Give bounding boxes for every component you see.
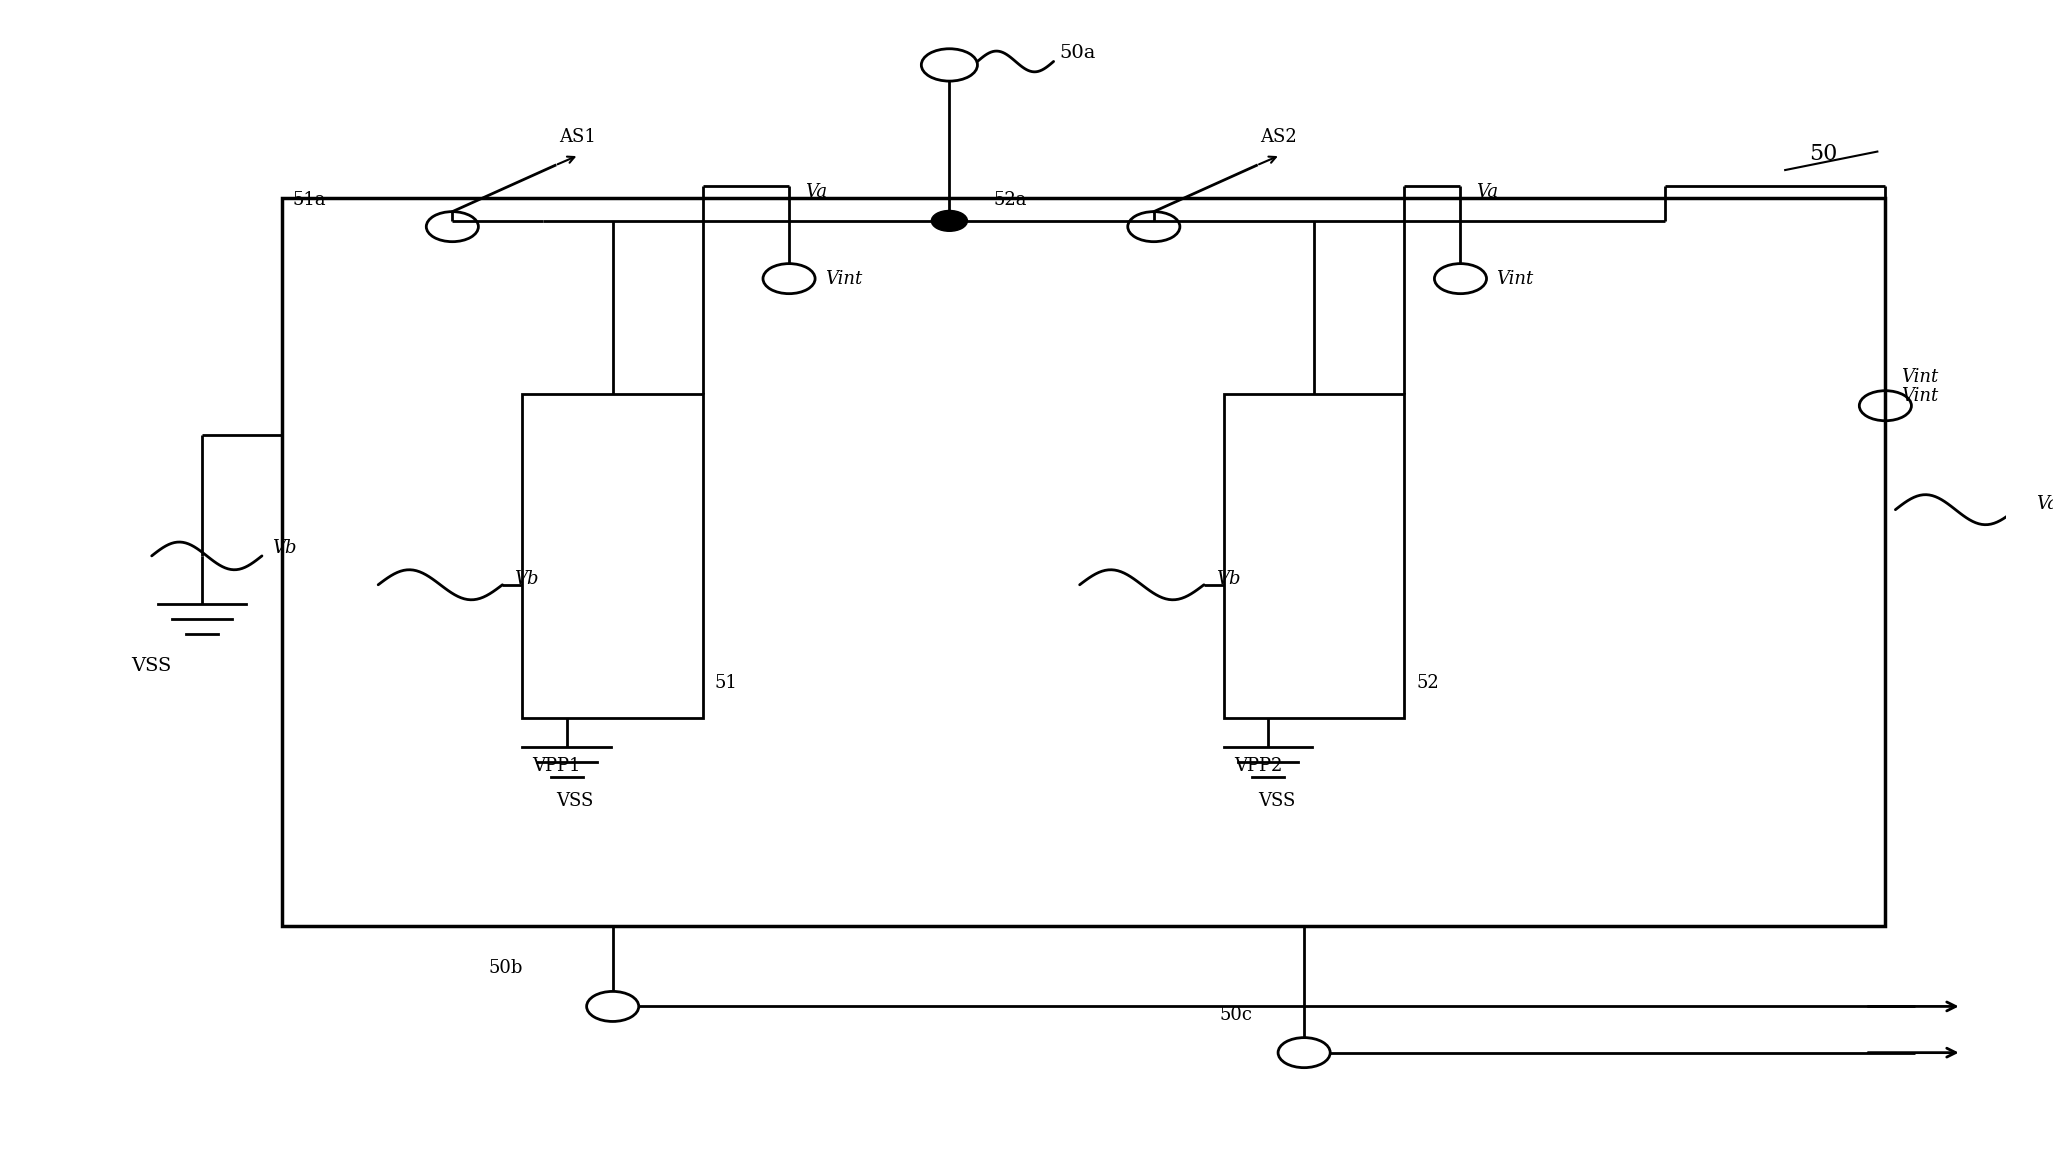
FancyBboxPatch shape [1224, 394, 1404, 718]
Circle shape [932, 211, 967, 232]
Text: VPP1: VPP1 [532, 757, 581, 775]
Text: Va: Va [1476, 183, 1499, 201]
Text: 50c: 50c [1219, 1005, 1252, 1024]
Text: 50b: 50b [489, 959, 524, 977]
Text: 52a: 52a [994, 191, 1026, 210]
Text: Va: Va [805, 183, 827, 201]
FancyBboxPatch shape [281, 198, 1885, 925]
Text: VPP2: VPP2 [1234, 757, 1283, 775]
Text: Vint: Vint [825, 270, 862, 287]
Text: Vint: Vint [1901, 388, 1938, 405]
Text: VSS: VSS [556, 792, 593, 809]
Text: Va: Va [2037, 494, 2053, 513]
Text: AS1: AS1 [558, 127, 595, 146]
Text: Vb: Vb [271, 538, 296, 557]
Text: 51: 51 [714, 674, 737, 692]
Text: 51a: 51a [292, 191, 326, 210]
Text: VSS: VSS [131, 657, 172, 675]
Text: 50: 50 [1809, 142, 1837, 164]
Text: 50a: 50a [1059, 44, 1096, 63]
Text: AS2: AS2 [1261, 127, 1297, 146]
Text: Vb: Vb [515, 570, 540, 588]
Text: VSS: VSS [1258, 792, 1295, 809]
Text: Vb: Vb [1215, 570, 1240, 588]
Text: Vint: Vint [1901, 368, 1938, 386]
Text: Vint: Vint [1497, 270, 1534, 287]
FancyBboxPatch shape [524, 394, 702, 718]
Text: 52: 52 [1417, 674, 1439, 692]
